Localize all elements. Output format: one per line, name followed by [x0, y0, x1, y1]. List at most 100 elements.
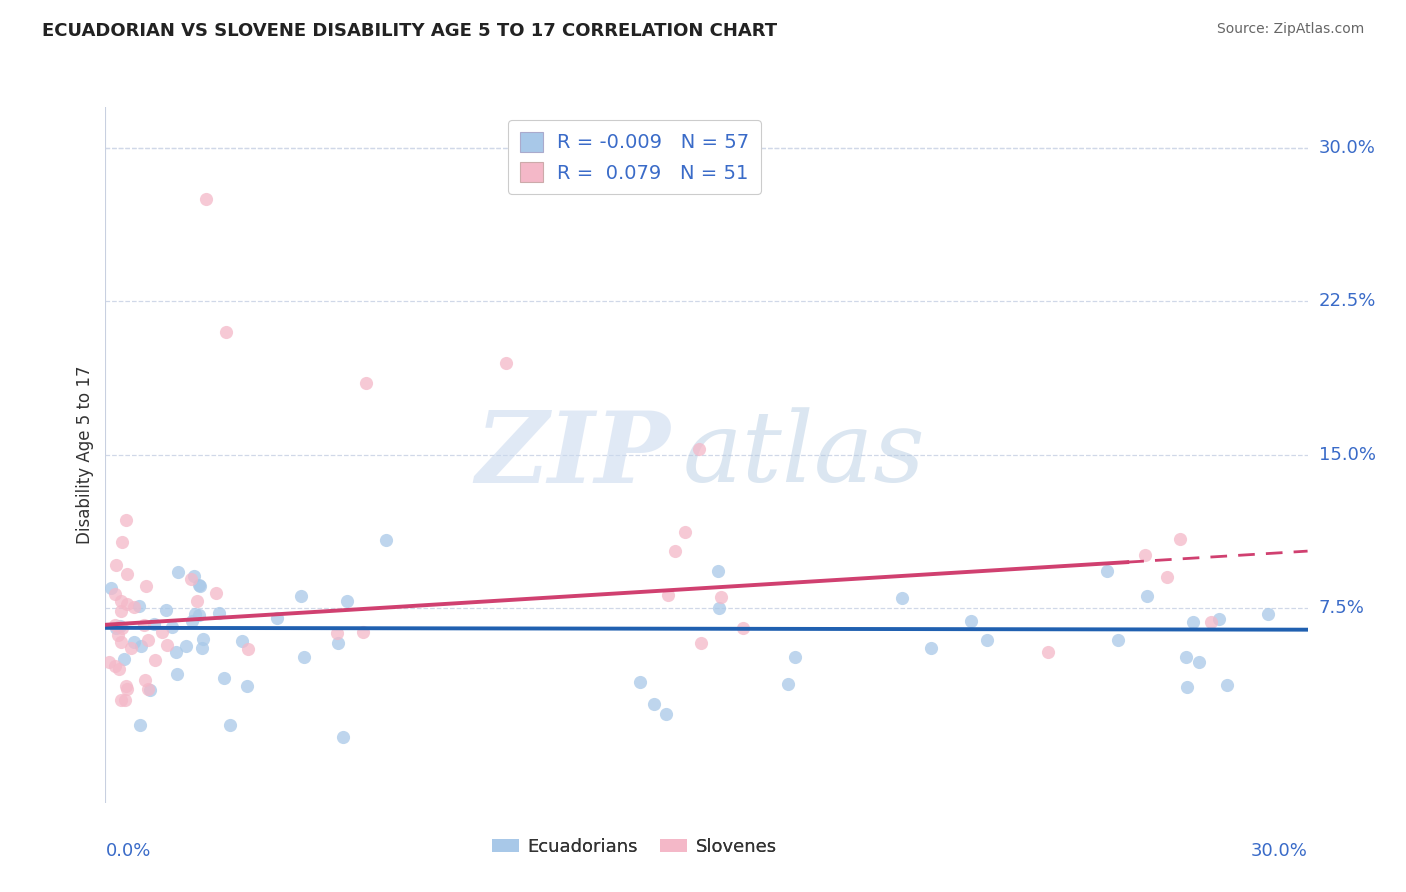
Point: [111, 622, 134, 636]
Point: [231, 633, 253, 648]
Point: [208, 606, 231, 620]
Point: [673, 524, 696, 539]
Point: [174, 640, 197, 654]
Point: [688, 442, 710, 456]
Point: [1216, 678, 1239, 692]
Text: 0.0%: 0.0%: [105, 842, 150, 860]
Point: [104, 618, 127, 632]
Point: [188, 579, 211, 593]
Point: [165, 645, 187, 659]
Point: [135, 579, 157, 593]
Point: [976, 633, 998, 648]
Point: [115, 513, 138, 527]
Point: [1188, 655, 1211, 669]
Legend: Ecuadorians, Slovenes: Ecuadorians, Slovenes: [485, 831, 785, 863]
Point: [166, 667, 188, 681]
Point: [1107, 632, 1129, 647]
Point: [1097, 564, 1119, 578]
Point: [111, 535, 134, 549]
Point: [326, 626, 349, 640]
Point: [783, 650, 806, 665]
Point: [188, 607, 211, 622]
Point: [214, 325, 236, 339]
Text: atlas: atlas: [682, 408, 925, 502]
Point: [194, 192, 217, 206]
Point: [139, 683, 162, 698]
Text: 22.5%: 22.5%: [1319, 293, 1376, 310]
Point: [1036, 645, 1059, 659]
Point: [710, 590, 733, 604]
Point: [1177, 680, 1199, 694]
Point: [136, 682, 159, 697]
Point: [184, 607, 207, 622]
Point: [183, 569, 205, 583]
Point: [155, 603, 177, 617]
Point: [134, 673, 156, 687]
Point: [1201, 615, 1223, 630]
Point: [690, 636, 713, 650]
Point: [495, 356, 517, 370]
Point: [167, 565, 190, 579]
Point: [107, 662, 129, 676]
Point: [110, 593, 132, 607]
Point: [731, 621, 754, 635]
Point: [100, 581, 122, 595]
Point: [238, 642, 260, 657]
Point: [352, 624, 374, 639]
Point: [104, 587, 127, 601]
Point: [115, 566, 138, 581]
Text: Source: ZipAtlas.com: Source: ZipAtlas.com: [1216, 22, 1364, 37]
Point: [115, 597, 138, 611]
Point: [150, 625, 173, 640]
Point: [706, 564, 728, 578]
Point: [124, 634, 146, 648]
Point: [290, 589, 312, 603]
Point: [191, 641, 214, 656]
Point: [186, 594, 208, 608]
Point: [114, 693, 136, 707]
Point: [104, 621, 127, 635]
Point: [115, 679, 138, 693]
Point: [212, 671, 235, 685]
Point: [107, 627, 129, 641]
Point: [128, 718, 150, 732]
Y-axis label: Disability Age 5 to 17: Disability Age 5 to 17: [76, 366, 94, 544]
Point: [98, 656, 121, 670]
Point: [776, 676, 799, 690]
Point: [643, 697, 665, 711]
Point: [132, 617, 155, 632]
Point: [108, 619, 131, 633]
Point: [188, 578, 211, 592]
Point: [110, 604, 132, 618]
Point: [128, 599, 150, 613]
Point: [1156, 570, 1178, 584]
Point: [115, 682, 138, 697]
Point: [707, 600, 730, 615]
Point: [657, 588, 679, 602]
Point: [1208, 612, 1230, 626]
Point: [120, 641, 142, 656]
Point: [142, 617, 165, 632]
Point: [191, 632, 214, 646]
Point: [129, 640, 152, 654]
Point: [266, 611, 288, 625]
Point: [1182, 615, 1205, 630]
Point: [112, 652, 135, 666]
Point: [1136, 589, 1159, 603]
Text: ZIP: ZIP: [475, 407, 671, 503]
Point: [326, 636, 349, 650]
Point: [110, 634, 132, 648]
Point: [960, 614, 983, 628]
Point: [110, 693, 132, 707]
Point: [664, 544, 686, 558]
Point: [205, 586, 228, 600]
Text: ECUADORIAN VS SLOVENE DISABILITY AGE 5 TO 17 CORRELATION CHART: ECUADORIAN VS SLOVENE DISABILITY AGE 5 T…: [42, 22, 778, 40]
Point: [180, 572, 202, 586]
Point: [105, 558, 128, 572]
Point: [124, 599, 146, 614]
Point: [156, 639, 179, 653]
Point: [1168, 533, 1191, 547]
Text: 7.5%: 7.5%: [1319, 599, 1365, 617]
Point: [1135, 549, 1157, 563]
Point: [292, 649, 315, 664]
